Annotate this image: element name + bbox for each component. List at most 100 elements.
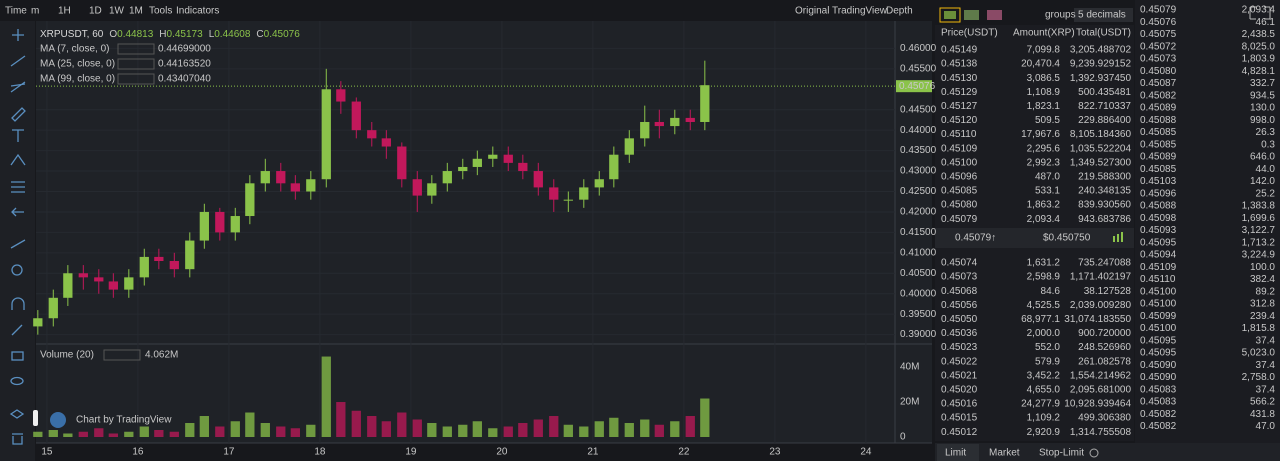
toolbar-item[interactable]: 1W — [109, 6, 125, 17]
volume-bar — [427, 423, 437, 437]
volume-bar — [624, 423, 634, 437]
y-tick-label: 0.42500 — [900, 186, 937, 197]
trade-amount: 100.0 — [1250, 262, 1275, 273]
candle-body — [215, 211, 225, 233]
volume-bar — [685, 416, 695, 437]
price: 0.45068 — [941, 286, 978, 297]
total: 1,392.937450 — [1070, 73, 1132, 84]
view-tab[interactable]: Original — [795, 6, 829, 17]
toolbar-item[interactable]: 1M — [129, 6, 143, 17]
trade-price: 0.45083 — [1140, 384, 1177, 395]
layout-icon-3[interactable] — [987, 10, 1002, 20]
fullscreen-icon[interactable] — [1249, 6, 1271, 20]
toolbar-item[interactable]: 1H — [58, 6, 71, 17]
total: 735.247088 — [1078, 258, 1131, 269]
eye-icon — [10, 376, 24, 386]
view-tab[interactable]: Depth — [886, 6, 913, 17]
trade-amount: 1,815.8 — [1242, 323, 1276, 334]
amount: 2,920.9 — [1027, 427, 1061, 438]
trade-amount: 431.8 — [1250, 409, 1275, 420]
total: 1,035.522204 — [1070, 143, 1132, 154]
volume-bar — [33, 431, 43, 437]
candle-body — [260, 171, 270, 184]
view-tab[interactable]: TradingView — [832, 6, 888, 17]
volume-bar — [63, 433, 73, 437]
toolbar-item[interactable]: 1D — [89, 6, 102, 17]
price: 0.45020 — [941, 385, 978, 396]
total: 943.683786 — [1078, 214, 1131, 225]
toolbar-item[interactable]: Tools — [149, 6, 172, 17]
candle-body — [427, 183, 437, 196]
magnet-icon — [11, 297, 25, 310]
candle-body — [503, 154, 513, 163]
candle-body — [139, 256, 149, 278]
toolbar-item[interactable]: m — [31, 6, 39, 17]
candle-body — [185, 240, 195, 270]
toolbar-item[interactable]: Time — [5, 6, 27, 17]
trade-amount: 4,828.1 — [1242, 66, 1276, 77]
amount: 1,109.2 — [1027, 413, 1061, 424]
trash-icon — [12, 433, 23, 445]
y-tick-label: 0.40000 — [900, 288, 937, 299]
volume-bar — [185, 423, 195, 437]
candle-body — [442, 171, 452, 184]
trade-amount: 44.0 — [1256, 164, 1276, 175]
volume-bar — [397, 412, 407, 437]
volume-bar — [48, 430, 58, 437]
volume-bar — [563, 424, 573, 437]
amount: 3,086.5 — [1027, 73, 1061, 84]
price: 0.45023 — [941, 342, 978, 353]
amount: 2,295.6 — [1027, 143, 1061, 154]
total: 9,239.929152 — [1070, 59, 1132, 70]
volume-bar — [579, 426, 589, 437]
chart-header: XRPUSDT, 60 O0.44813 H0.45173 L0.44608 C0.45… — [40, 29, 300, 40]
amount: 579.9 — [1035, 356, 1060, 367]
order-tab[interactable]: Stop-Limit — [1039, 448, 1084, 459]
trade-amount: 1,383.8 — [1242, 201, 1276, 212]
toolbar-item[interactable]: Indicators — [176, 6, 219, 17]
decimals-value[interactable]: 5 decimals — [1078, 10, 1126, 21]
x-tick-label: 22 — [678, 447, 690, 458]
volume-bar — [472, 421, 482, 437]
volume-bar — [549, 416, 559, 437]
watermark-logo — [50, 412, 66, 428]
volume-bar — [412, 419, 422, 437]
candle-body — [230, 216, 240, 233]
layout-icon-2[interactable] — [964, 10, 979, 20]
candle-body — [351, 101, 361, 131]
volume-bar — [533, 419, 543, 437]
total: 31,074.183550 — [1064, 314, 1131, 325]
candle-body — [108, 281, 118, 290]
last-price-usd: $0.450750 — [1043, 233, 1091, 244]
volume-bar — [381, 421, 391, 437]
y-tick-label: 0.43500 — [900, 145, 937, 156]
decimals-select[interactable] — [1074, 8, 1133, 22]
trade-price: 0.45080 — [1140, 66, 1177, 77]
candle-body — [154, 256, 164, 262]
x-tick-label: 20 — [496, 447, 508, 458]
candle-body — [245, 183, 255, 217]
candle-body — [94, 277, 104, 282]
order-tab[interactable]: Market — [989, 448, 1020, 459]
trade-price: 0.45085 — [1140, 164, 1177, 175]
candle-body — [518, 162, 528, 172]
layout-icon[interactable] — [939, 7, 961, 23]
price: 0.45109 — [941, 143, 978, 154]
trade-price: 0.45082 — [1140, 409, 1177, 420]
price: 0.45096 — [941, 172, 978, 183]
layers-icon — [9, 409, 25, 419]
amount: 7,099.8 — [1027, 45, 1061, 56]
trade-price: 0.45095 — [1140, 237, 1177, 248]
volume-bar — [670, 421, 680, 437]
ohlc-key: C — [256, 29, 263, 40]
price: 0.45056 — [941, 300, 978, 311]
zoom-icon — [11, 264, 23, 276]
column-header: Amount(XRP) — [1013, 28, 1075, 39]
candle-body — [397, 146, 407, 180]
candle-body — [533, 171, 543, 188]
order-tab[interactable]: Limit — [945, 448, 966, 459]
amount: 24,277.9 — [1021, 399, 1060, 410]
trade-price: 0.45087 — [1140, 78, 1177, 89]
trade-price: 0.45095 — [1140, 348, 1177, 359]
volume-bar — [215, 426, 225, 437]
